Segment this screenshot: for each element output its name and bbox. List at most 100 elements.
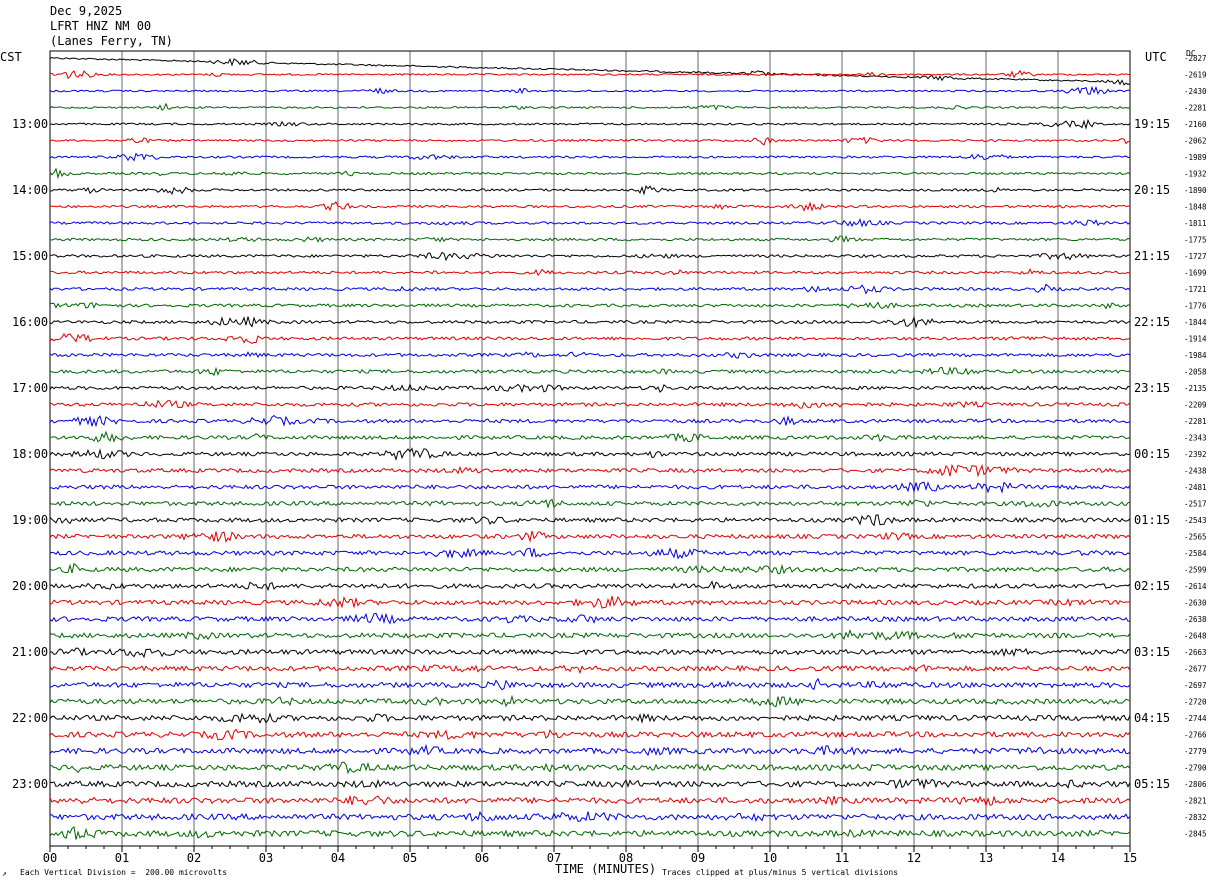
dc-offset-label: -2160 — [1184, 120, 1207, 129]
dc-offset-label: -2438 — [1184, 467, 1207, 476]
dc-offset-label: -1844 — [1184, 318, 1207, 327]
dc-offset-label: -2821 — [1184, 797, 1207, 806]
x-tick-label: 06 — [475, 851, 489, 865]
right-hour-label: 01:15 — [1134, 513, 1170, 527]
trace-line — [49, 136, 1131, 146]
dc-offset-label: -2648 — [1184, 632, 1207, 641]
dc-offset-label: -2281 — [1184, 417, 1207, 426]
x-tick-label: 04 — [331, 851, 345, 865]
trace-line — [49, 57, 1131, 86]
trace-line — [49, 810, 1131, 823]
left-hour-label: 18:00 — [12, 447, 48, 461]
trace-line — [49, 481, 1131, 494]
dc-offset-label: -2565 — [1184, 533, 1207, 542]
trace-line — [49, 102, 1131, 111]
dc-offset-label: -2827 — [1184, 54, 1207, 63]
trace-line — [49, 826, 1131, 840]
x-tick-label: 15 — [1123, 851, 1137, 865]
left-timezone-label: CST — [0, 50, 22, 64]
dc-offset-label: -2832 — [1184, 813, 1207, 822]
left-hour-label: 14:00 — [12, 183, 48, 197]
left-hour-label: 22:00 — [12, 711, 48, 725]
trace-group — [49, 57, 1131, 840]
corner-mark: ↗ — [2, 869, 7, 878]
dc-offset-label: -2058 — [1184, 368, 1207, 377]
trace-line — [49, 628, 1131, 641]
left-hour-label: 21:00 — [12, 645, 48, 659]
trace-line — [49, 383, 1131, 394]
scale-note: Each Vertical Division = 200.00 microvol… — [20, 868, 228, 877]
trace-line — [49, 218, 1131, 228]
trace-line — [49, 580, 1131, 592]
left-hour-label: 20:00 — [12, 579, 48, 593]
trace-line — [49, 332, 1131, 345]
right-hour-label: 05:15 — [1134, 777, 1170, 791]
trace-line — [49, 69, 1131, 80]
dc-offset-label: -2392 — [1184, 450, 1207, 459]
trace-line — [49, 612, 1131, 625]
x-axis-title: TIME (MINUTES) — [555, 862, 657, 876]
trace-line — [49, 118, 1131, 130]
dc-offset-label: -2517 — [1184, 500, 1207, 509]
dc-offset-label: -2599 — [1184, 566, 1207, 575]
dc-offset-label: -1984 — [1184, 351, 1207, 360]
left-hour-label: 15:00 — [12, 249, 48, 263]
x-tick-label: 11 — [835, 851, 849, 865]
dc-offset-label: -1699 — [1184, 269, 1207, 278]
dc-offset-label: -1890 — [1184, 186, 1207, 195]
right-hour-label: 20:15 — [1134, 183, 1170, 197]
trace-line — [49, 712, 1131, 725]
header-location: (Lanes Ferry, TN) — [50, 34, 173, 48]
x-tick-label: 09 — [691, 851, 705, 865]
dc-label: DC — [1186, 49, 1196, 58]
dc-offset-label: -2638 — [1184, 615, 1207, 624]
header-date: Dec 9,2025 — [50, 4, 123, 18]
left-hour-label: 16:00 — [12, 315, 48, 329]
dc-offset-label: -1932 — [1184, 170, 1207, 179]
x-tick-label: 03 — [259, 851, 273, 865]
dc-offset-label: -2845 — [1184, 830, 1207, 839]
trace-line — [49, 201, 1131, 212]
dc-offset-label: -2779 — [1184, 747, 1207, 756]
x-tick-label: 05 — [403, 851, 417, 865]
dc-offset-label: -2135 — [1184, 384, 1207, 393]
right-hour-label: 03:15 — [1134, 645, 1170, 659]
trace-line — [49, 728, 1131, 741]
trace-line — [49, 85, 1131, 95]
dc-offset-label: -1721 — [1184, 285, 1207, 294]
trace-line — [49, 546, 1131, 560]
x-tick-label: 13 — [979, 851, 993, 865]
trace-line — [49, 677, 1131, 691]
trace-line — [49, 562, 1131, 575]
right-hour-label: 19:15 — [1134, 117, 1170, 131]
dc-offset-label: -2720 — [1184, 698, 1207, 707]
right-hour-label: 23:15 — [1134, 381, 1170, 395]
dc-offset-label: -1775 — [1184, 236, 1207, 245]
right-hour-label: 22:15 — [1134, 315, 1170, 329]
dc-offset-label: -2697 — [1184, 681, 1207, 690]
trace-line — [49, 447, 1131, 462]
dc-offset-label: -1811 — [1184, 219, 1207, 228]
dc-offset-label: -2481 — [1184, 483, 1207, 492]
plot-frame — [49, 50, 1131, 847]
trace-line — [49, 595, 1131, 609]
right-hour-label: 02:15 — [1134, 579, 1170, 593]
trace-line — [49, 268, 1131, 277]
x-tick-label: 02 — [187, 851, 201, 865]
left-hour-label: 23:00 — [12, 777, 48, 791]
x-tick-label: 01 — [115, 851, 129, 865]
dc-offset-label: -2584 — [1184, 549, 1207, 558]
trace-line — [49, 694, 1131, 708]
dc-offset-label: -1776 — [1184, 302, 1207, 311]
dc-offset-label: -2630 — [1184, 599, 1207, 608]
dc-offset-label: -1727 — [1184, 252, 1207, 261]
dc-offset-label: -2677 — [1184, 665, 1207, 674]
trace-line — [49, 315, 1131, 329]
trace-line — [49, 430, 1131, 443]
dc-offset-label: -2343 — [1184, 434, 1207, 443]
trace-line — [49, 301, 1131, 310]
left-hour-label: 17:00 — [12, 381, 48, 395]
trace-line — [49, 185, 1131, 196]
trace-line — [49, 351, 1131, 359]
